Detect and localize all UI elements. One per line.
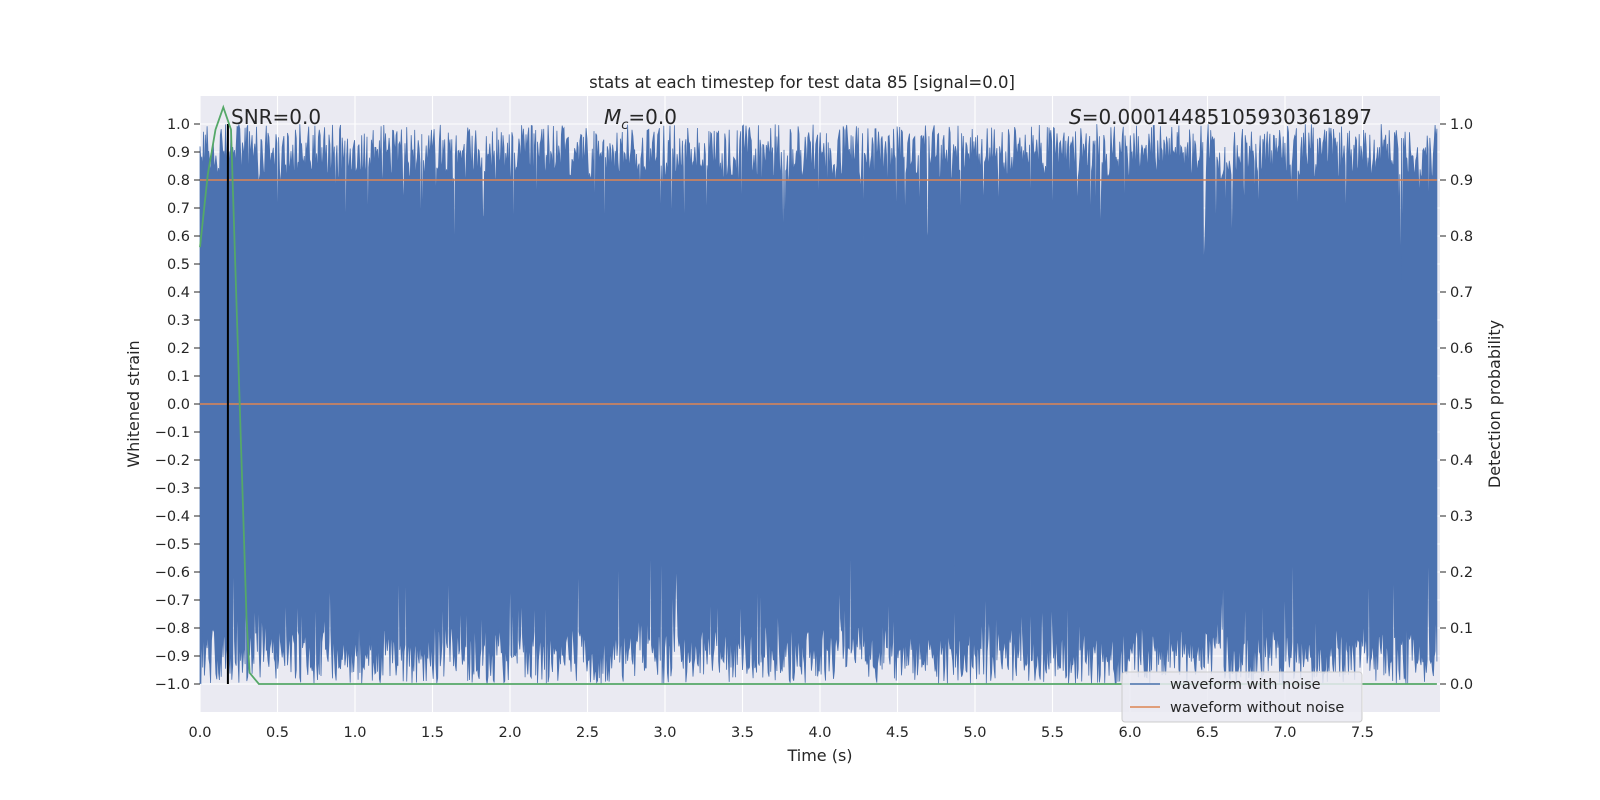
y-tick-label: −0.4 xyxy=(155,509,190,525)
y-tick-label: 0.4 xyxy=(167,285,190,301)
legend-label-clean: waveform without noise xyxy=(1170,700,1344,716)
y2-axis: 1.0 0.9 0.8 0.7 0.6 0.5 0.4 0.3 0.2 0.1 0.0 xyxy=(1440,117,1473,693)
y-tick-label: −0.5 xyxy=(155,537,190,553)
y-tick-label: 0.6 xyxy=(167,229,190,245)
legend-label-noise: waveform with noise xyxy=(1170,677,1321,693)
x-tick-label: 2.5 xyxy=(576,725,599,741)
x-tick-label: 7.0 xyxy=(1273,725,1296,741)
mc-value: =0.0 xyxy=(628,105,677,129)
s-value: =0.00014485105930361897 xyxy=(1082,105,1372,129)
x-axis: 0.0 0.5 1.0 1.5 2.0 2.5 3.0 3.5 4.0 4.5 5.0 5.5 6.0 6… xyxy=(188,725,1374,741)
x-tick-label: 1.0 xyxy=(343,725,366,741)
y2-tick-label: 0.9 xyxy=(1450,173,1473,189)
x-tick-label: 3.5 xyxy=(731,725,754,741)
x-tick-label: 1.5 xyxy=(421,725,444,741)
x-tick-label: 6.0 xyxy=(1118,725,1141,741)
y-tick-label: −0.1 xyxy=(155,425,190,441)
x-tick-label: 5.5 xyxy=(1041,725,1064,741)
y-tick-label: −0.8 xyxy=(155,621,190,637)
x-tick-label: 4.0 xyxy=(808,725,831,741)
y2-tick-label: 0.3 xyxy=(1450,509,1473,525)
x-tick-label: 2.0 xyxy=(498,725,521,741)
x-tick-label: 7.5 xyxy=(1351,725,1374,741)
y-tick-label: 1.0 xyxy=(167,117,190,133)
x-tick-label: 5.0 xyxy=(963,725,986,741)
y-tick-label: 0.5 xyxy=(167,257,190,273)
y2-tick-label: 0.1 xyxy=(1450,621,1473,637)
y2-tick-label: 0.7 xyxy=(1450,285,1473,301)
legend: waveform with noise waveform without noi… xyxy=(1121,671,1363,723)
y2-tick-label: 0.2 xyxy=(1450,565,1473,581)
x-tick-label: 0.5 xyxy=(266,725,289,741)
y-tick-label: 0.9 xyxy=(167,145,190,161)
y-tick-label: −0.2 xyxy=(155,453,190,469)
y-tick-label: 0.0 xyxy=(167,397,190,413)
mc-annotation: Mc=0.0 xyxy=(604,105,677,133)
y2-tick-label: 0.5 xyxy=(1450,397,1473,413)
s-symbol: S xyxy=(1069,105,1082,129)
y2-axis-label: Detection probability xyxy=(1485,320,1504,488)
y-tick-label: 0.1 xyxy=(167,369,190,385)
legend-box xyxy=(1121,671,1363,723)
x-tick-label: 0.0 xyxy=(188,725,211,741)
y-tick-label: 0.8 xyxy=(167,173,190,189)
x-tick-label: 3.0 xyxy=(653,725,676,741)
y-axis-label: Whitened strain xyxy=(124,340,143,467)
y2-tick-label: 1.0 xyxy=(1450,117,1473,133)
mc-symbol: M xyxy=(604,105,621,129)
series-detection-probability xyxy=(199,104,1437,685)
overlay-lines xyxy=(199,104,1437,685)
chart-title: stats at each timestep for test data 85 … xyxy=(589,73,1015,92)
y-tick-label: −1.0 xyxy=(155,677,190,693)
x-tick-label: 6.5 xyxy=(1196,725,1219,741)
y-tick-label: −0.6 xyxy=(155,565,190,581)
y-axis: 1.0 0.9 0.8 0.7 0.6 0.5 0.4 0.3 0.2 0.1 0.0 −0.1 −0.… xyxy=(155,117,200,693)
y-tick-label: −0.7 xyxy=(155,593,190,609)
s-annotation: S=0.00014485105930361897 xyxy=(1069,105,1372,129)
y2-tick-label: 0.8 xyxy=(1450,229,1473,245)
y2-tick-label: 0.6 xyxy=(1450,341,1473,357)
y2-tick-label: 0.0 xyxy=(1450,677,1473,693)
mc-subscript: c xyxy=(621,118,628,133)
y2-tick-label: 0.4 xyxy=(1450,453,1473,469)
snr-annotation: SNR=0.0 xyxy=(231,105,321,129)
y-tick-label: 0.7 xyxy=(167,201,190,217)
y-tick-label: 0.2 xyxy=(167,341,190,357)
x-tick-label: 4.5 xyxy=(886,725,909,741)
y-tick-label: −0.3 xyxy=(155,481,190,497)
x-axis-label: Time (s) xyxy=(786,746,852,765)
y-tick-label: 0.3 xyxy=(167,313,190,329)
y-tick-label: −0.9 xyxy=(155,649,190,665)
